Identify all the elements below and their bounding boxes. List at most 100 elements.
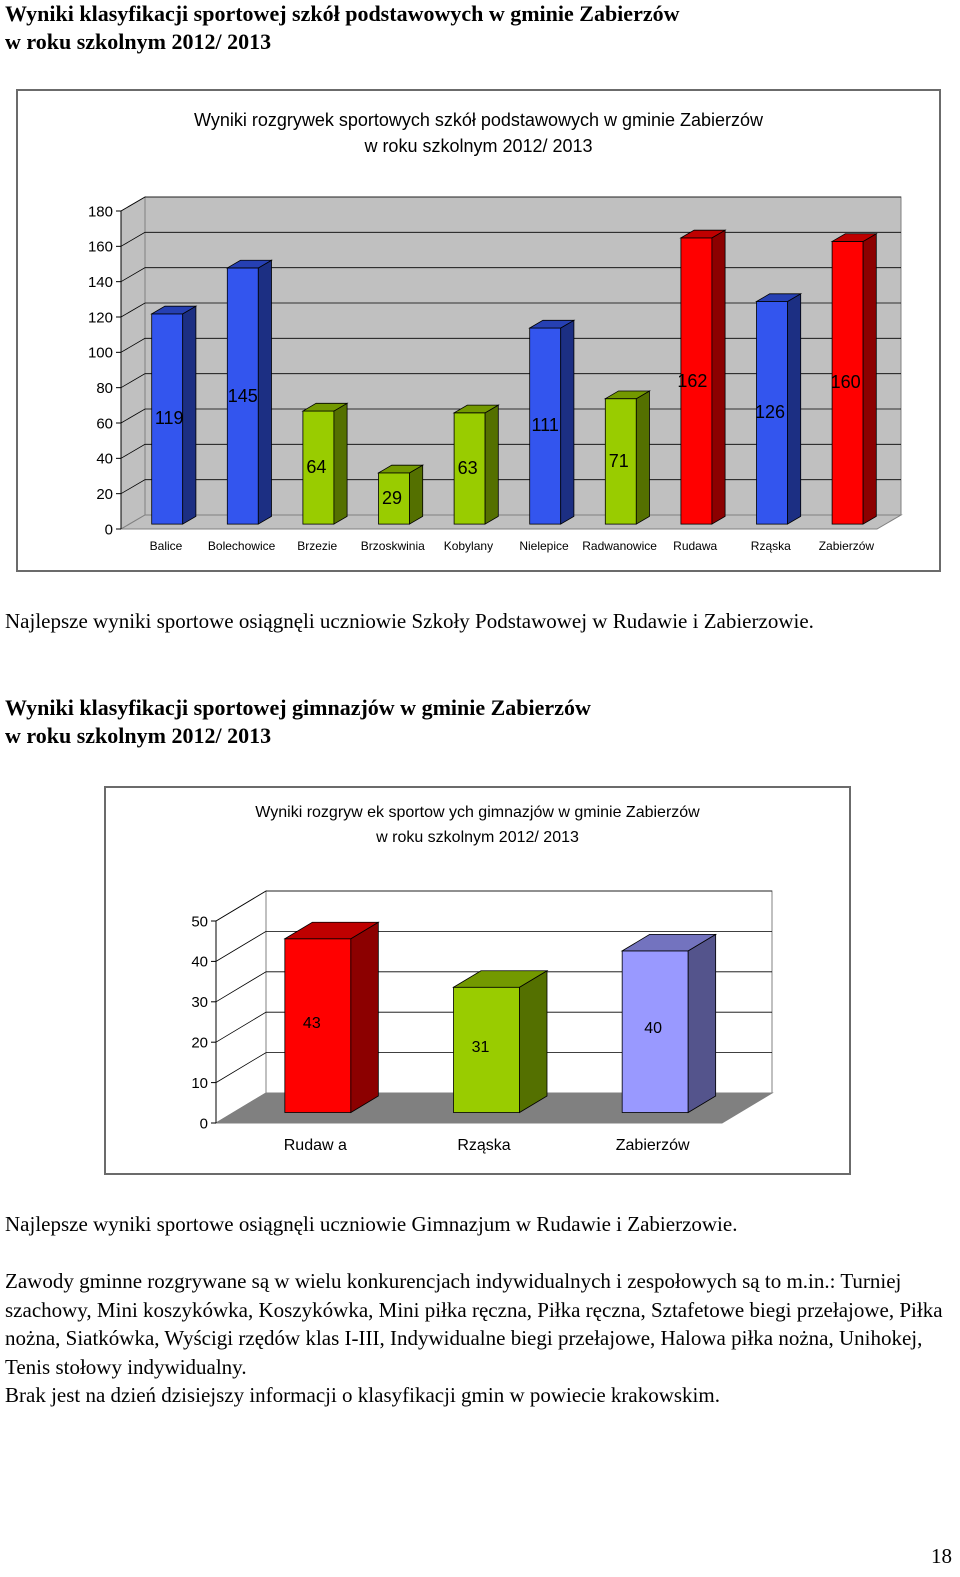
bar-side: [182, 305, 197, 525]
gridline: [120, 373, 901, 389]
data-label: 111: [532, 415, 559, 435]
y-tick-label: 0: [200, 1115, 208, 1132]
bar-top: [283, 921, 380, 940]
bar-side: [333, 402, 348, 525]
chart-side-wall: [215, 890, 267, 1124]
category-label: Bolechowice: [208, 539, 276, 553]
y-tick-label: 160: [88, 239, 113, 256]
data-label: 31: [472, 1039, 490, 1056]
category-label: Rudawa: [673, 539, 717, 553]
y-tick-label: 140: [88, 274, 113, 291]
category-label: Zabierzów: [616, 1137, 690, 1154]
bar-top: [528, 319, 576, 329]
data-label: 160: [831, 372, 861, 392]
bar-top: [679, 229, 727, 239]
bar-nielepice: [529, 327, 562, 525]
data-label: 145: [228, 386, 258, 406]
bar-side: [560, 319, 575, 525]
chart2-frame: Wyniki rozgryw ek sportow ych gimnazjów …: [104, 786, 851, 1175]
gridline: [120, 302, 901, 318]
data-label: 43: [303, 1015, 321, 1032]
y-tick-label: 10: [191, 1075, 208, 1092]
bar-zabierzów: [621, 950, 689, 1113]
y-tick-label: 80: [96, 380, 113, 397]
chart-side-wall: [120, 196, 146, 530]
y-tick-label: 20: [191, 1034, 208, 1051]
bar-side: [687, 933, 717, 1114]
y-tick-label: 120: [88, 309, 113, 326]
bar-top: [225, 259, 273, 269]
bar-balice: [151, 313, 184, 525]
data-label: 119: [155, 408, 184, 428]
bar-top: [603, 390, 651, 400]
bar-side: [257, 259, 272, 525]
bar-top: [150, 305, 198, 315]
category-label: Nielepice: [519, 539, 569, 553]
gridline: [120, 337, 901, 353]
chart2-title: Wyniki rozgryw ek sportow ych gimnazjów …: [106, 800, 849, 850]
data-label: 63: [458, 458, 478, 478]
bar-top: [452, 970, 549, 988]
page-number: 18: [931, 1544, 952, 1568]
chart2-title-line1: Wyniki rozgryw ek sportow ych gimnazjów …: [255, 804, 700, 821]
bar-side: [635, 390, 650, 525]
category-label: Rząska: [751, 539, 791, 553]
category-label: Kobylany: [444, 539, 493, 553]
bar-rząska: [453, 986, 520, 1113]
y-tick-label: 40: [96, 451, 113, 468]
y-tick-label: 30: [191, 994, 208, 1011]
gridline: [120, 267, 901, 283]
chart1-plot: 0 20 40 60 80 100 120 140 160 180 119 Balice 145 Bole…: [88, 196, 903, 553]
y-tick-label: 20: [96, 486, 113, 503]
chart1-title: Wyniki rozgrywek sportowych szkół podsta…: [18, 107, 939, 159]
data-label: 29: [382, 488, 402, 508]
gridline: [120, 196, 901, 212]
bar-top: [620, 933, 718, 952]
section2-heading: Wyniki klasyfikacji sportowej gimnazjów …: [5, 694, 591, 750]
chart2-title-line2: w roku szkolnym 2012/ 2013: [376, 829, 579, 846]
bar-brzoskwinia: [378, 472, 410, 525]
paragraph-2: Najlepsze wyniki sportowe osiągnęli uczn…: [5, 1212, 738, 1236]
category-label: Rząska: [457, 1137, 510, 1154]
paragraph-4: Brak jest na dzień dzisiejszy informacji…: [5, 1383, 720, 1407]
y-tick-label: 180: [88, 203, 113, 220]
gridline: [120, 231, 901, 247]
bar-side: [787, 293, 802, 525]
section1-heading-line1: Wyniki klasyfikacji sportowej szkół pods…: [5, 1, 680, 26]
bar-bolechowice: [226, 267, 259, 525]
data-label: 71: [609, 451, 629, 471]
paragraph-1: Najlepsze wyniki sportowe osiągnęli uczn…: [5, 609, 814, 633]
bar-top: [301, 402, 349, 412]
bar-top: [452, 404, 500, 414]
y-tick-label: 50: [191, 913, 208, 930]
gridline: [215, 890, 772, 922]
section2-heading-line1: Wyniki klasyfikacji sportowej gimnazjów …: [5, 695, 591, 720]
y-tick-label: 0: [105, 521, 113, 538]
chart2-plot: 0 10 20 30 40 50 43 Rudaw a 31 Rząska 40 Zabierzów: [191, 890, 774, 1154]
bar-top: [755, 293, 803, 302]
bar-side: [519, 970, 548, 1114]
bar-side: [484, 404, 499, 525]
y-tick-label: 40: [191, 954, 208, 971]
gridline: [215, 930, 772, 962]
y-tick-label: 100: [88, 345, 113, 362]
chart1-frame: Wyniki rozgrywek sportowych szkół podsta…: [16, 89, 941, 572]
bar-side: [862, 233, 877, 525]
section1-heading: Wyniki klasyfikacji sportowej szkół pods…: [5, 0, 679, 56]
y-tick-label: 60: [96, 415, 113, 432]
paragraph-3: Zawody gminne rozgrywane są w wielu konk…: [5, 1269, 943, 1379]
gridline: [215, 1052, 772, 1083]
bar-top: [830, 233, 878, 242]
section2-heading-line2: w roku szkolnym 2012/ 2013: [5, 723, 272, 748]
chart1-title-line1: Wyniki rozgrywek sportowych szkół podsta…: [193, 110, 764, 130]
bar-rudawa: [680, 237, 713, 525]
bar-side: [711, 229, 726, 525]
category-label: Balice: [150, 539, 183, 553]
category-label: Radwanowice: [582, 539, 657, 553]
data-label: 162: [677, 371, 707, 391]
data-label: 64: [306, 457, 326, 477]
gridline: [215, 971, 772, 1003]
category-label: Zabierzów: [819, 539, 875, 553]
gridline: [215, 1011, 772, 1043]
data-label: 126: [755, 402, 785, 422]
